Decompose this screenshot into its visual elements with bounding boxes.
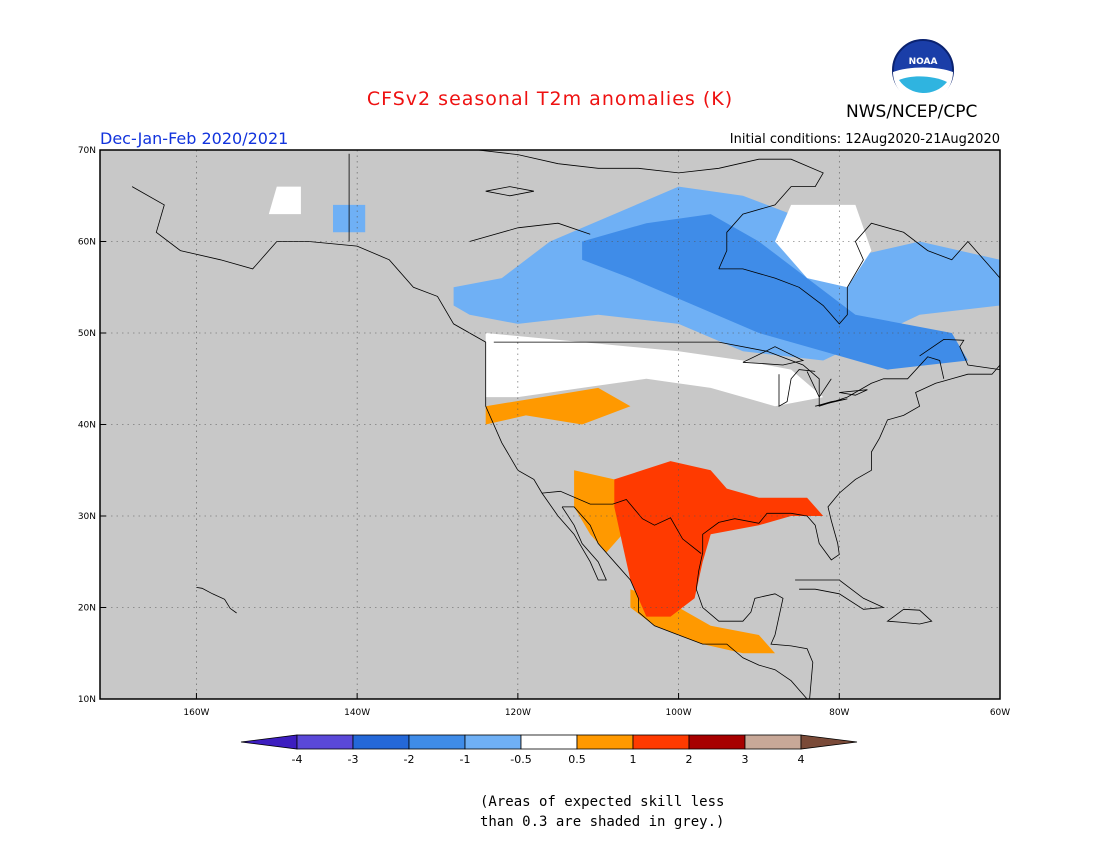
coastline-segment	[196, 587, 237, 614]
skill-note-line2: than 0.3 are shaded in grey.)	[480, 814, 725, 830]
y-tick-label: 70N	[78, 146, 96, 156]
lake-outline	[742, 346, 805, 366]
anomaly-white-hudson	[775, 204, 872, 288]
x-tick-label: 120W	[505, 708, 531, 718]
agency-label: NWS/NCEP/CPC	[846, 102, 978, 122]
initial-conditions: Initial conditions: 12Aug2020-21Aug2020	[729, 132, 1000, 147]
lake-outline	[778, 369, 816, 407]
anomaly-white-alaska-north	[268, 186, 301, 215]
lake-outline	[485, 186, 534, 197]
lake-outline	[469, 222, 591, 242]
anomaly-red-texas-mexico	[614, 461, 824, 617]
coastline-segment	[919, 338, 1000, 370]
us-canada-border	[493, 341, 945, 407]
x-tick-label: 160W	[183, 708, 209, 718]
forecast-period: Dec-Jan-Feb 2020/2021	[100, 129, 289, 148]
coastline-segment	[886, 608, 933, 625]
y-tick-label: 40N	[78, 421, 96, 431]
anomaly-orange-great-basin	[485, 387, 631, 425]
us-mexico-border	[541, 490, 702, 554]
coastline-segment	[695, 552, 814, 699]
anomaly-white-north-us	[485, 333, 824, 407]
y-tick-label: 60N	[78, 238, 96, 248]
coastline-segment	[477, 150, 824, 270]
x-tick-label: 100W	[666, 708, 692, 718]
skill-note: (Areas of expected skill less than 0.3 a…	[480, 792, 724, 832]
y-tick-label: 10N	[78, 695, 96, 705]
anomaly-blue-canada-core	[582, 214, 968, 370]
x-tick-label: 60W	[990, 708, 1010, 718]
y-tick-label: 30N	[78, 512, 96, 522]
x-tick-label: 80W	[829, 708, 849, 718]
skill-note-line1: (Areas of expected skill less	[480, 794, 725, 810]
coastline-segment	[718, 222, 1000, 325]
x-tick-label: 140W	[344, 708, 370, 718]
lake-outline	[839, 389, 868, 396]
coastline-segment	[131, 186, 607, 581]
map-title: CFSv2 seasonal T2m anomalies (K)	[366, 88, 734, 110]
coastline-segment	[795, 579, 886, 610]
y-tick-label: 20N	[78, 604, 96, 614]
y-tick-label: 50N	[78, 329, 96, 339]
coastline-segment	[562, 506, 808, 699]
coastline-segment	[1008, 319, 1056, 360]
coastline-segment	[702, 364, 1000, 561]
